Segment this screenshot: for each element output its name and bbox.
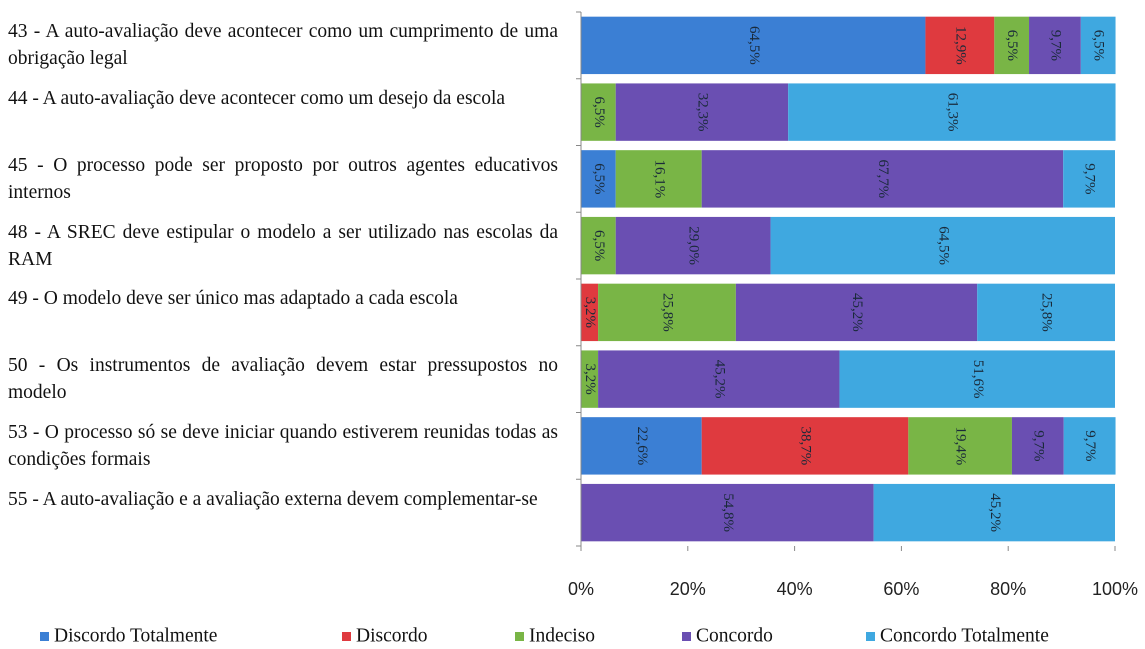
value-label: 12,9% <box>952 26 968 65</box>
x-tick-label: 60% <box>883 579 919 599</box>
bar-segment <box>581 16 926 75</box>
bar-segment <box>615 83 789 141</box>
value-label: 67,7% <box>875 160 891 199</box>
bar-segment <box>581 483 874 542</box>
category-label: 44 - A auto-avaliação deve acontecer com… <box>8 88 506 110</box>
bar-segment <box>581 350 599 408</box>
value-label: 9,7% <box>1047 30 1063 61</box>
x-tick-label: 0% <box>568 579 594 599</box>
value-label: 45,2% <box>711 360 727 399</box>
value-label: 9,7% <box>1030 430 1046 461</box>
bar-segment <box>977 283 1115 342</box>
bar-segment <box>581 283 599 342</box>
bar-segment <box>1063 150 1115 208</box>
legend-label: Indeciso <box>529 625 595 646</box>
value-label: 45,2% <box>987 493 1003 532</box>
value-label: 9,7% <box>1082 430 1098 461</box>
bar-segment <box>839 350 1115 408</box>
value-label: 16,1% <box>651 160 667 199</box>
bar-segment <box>581 417 702 475</box>
value-label: 54,8% <box>720 493 736 532</box>
category-label: 53 - O processo só se deve iniciar quand… <box>8 421 558 470</box>
value-label: 61,3% <box>944 93 960 132</box>
bar-segment <box>701 417 909 475</box>
value-label: 9,7% <box>1082 163 1098 194</box>
bar-segment <box>994 16 1030 75</box>
value-label: 45,2% <box>849 293 865 332</box>
legend-marker <box>866 632 875 641</box>
value-label: 6,5% <box>591 97 607 128</box>
bar-segment <box>788 83 1116 141</box>
value-label: 6,5% <box>591 163 607 194</box>
bar-segment <box>598 283 736 342</box>
legend-marker <box>342 632 351 641</box>
bar-segment <box>598 350 840 408</box>
value-label: 32,3% <box>695 93 711 132</box>
value-label: 64,5% <box>746 26 762 65</box>
category-label: 43 - A auto-avaliação deve acontecer com… <box>8 21 558 70</box>
x-tick-label: 80% <box>990 579 1026 599</box>
value-label: 19,4% <box>953 427 969 466</box>
bar-segment <box>615 216 771 275</box>
bar-segment <box>581 216 616 275</box>
bar-segment <box>701 150 1064 208</box>
bar-segment <box>1080 16 1116 75</box>
bar-segment <box>735 283 978 342</box>
bar-segment <box>1063 417 1116 475</box>
value-label: 38,7% <box>798 427 814 466</box>
bar-segment <box>581 83 616 141</box>
bar-segment <box>908 417 1012 475</box>
x-tick-label: 40% <box>777 579 813 599</box>
bar-segment <box>1011 417 1064 475</box>
value-label: 6,5% <box>1004 30 1020 61</box>
value-label: 6,5% <box>591 230 607 261</box>
x-tick-label: 100% <box>1092 579 1138 599</box>
category-label: 45 - O processo pode ser proposto por ou… <box>8 154 558 203</box>
category-label: 49 - O modelo deve ser único mas adaptad… <box>8 288 458 310</box>
legend-label: Discordo <box>356 625 428 646</box>
legend-marker <box>40 632 49 641</box>
legend-label: Concordo Totalmente <box>880 625 1049 646</box>
value-label: 64,5% <box>935 226 951 265</box>
legend-label: Discordo Totalmente <box>54 625 217 646</box>
bar-segment <box>925 16 995 75</box>
legend-marker <box>682 632 691 641</box>
category-label: 50 - Os instrumentos de avaliação devem … <box>8 355 558 404</box>
legend-marker <box>515 632 524 641</box>
bar-segment <box>770 216 1115 275</box>
value-label: 3,2% <box>582 297 598 328</box>
legend-label: Concordo <box>696 625 773 646</box>
category-label: 48 - A SREC deve estipular o modelo a se… <box>8 221 558 270</box>
value-label: 6,5% <box>1091 30 1107 61</box>
category-label: 55 - A auto-avaliação e a avaliação exte… <box>8 488 538 510</box>
value-label: 25,8% <box>1039 293 1055 332</box>
bar-segment <box>581 150 616 208</box>
bar-segment <box>873 483 1115 542</box>
value-label: 3,2% <box>582 364 598 395</box>
value-label: 29,0% <box>686 226 702 265</box>
x-tick-label: 20% <box>670 579 706 599</box>
value-label: 25,8% <box>660 293 676 332</box>
bar-segment <box>1029 16 1081 75</box>
bar-segment <box>615 150 702 208</box>
value-label: 51,6% <box>970 360 986 399</box>
value-label: 22,6% <box>634 427 650 466</box>
